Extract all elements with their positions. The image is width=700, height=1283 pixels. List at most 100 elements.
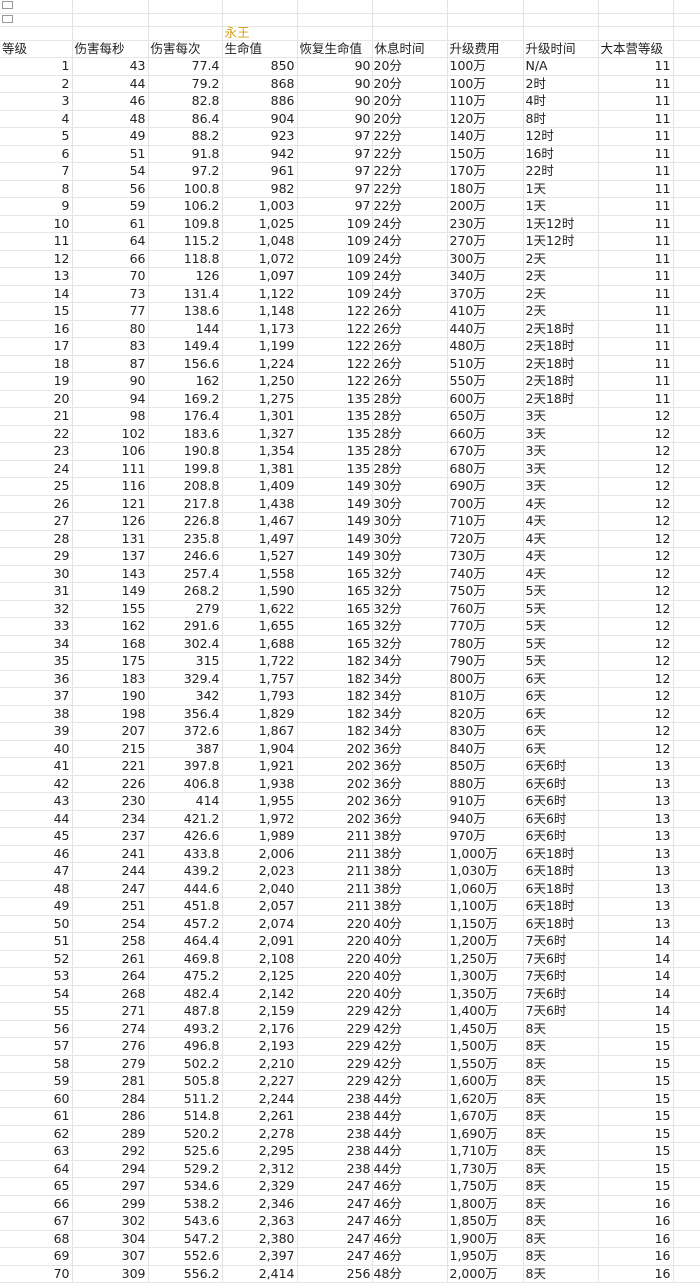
cell-rest-time[interactable]: 46分 <box>372 1195 448 1213</box>
cell-dps[interactable]: 292 <box>72 1142 149 1161</box>
cell-upgrade-time[interactable]: 5天 <box>523 582 599 601</box>
cell-damage-per-hit[interactable]: 387 <box>148 740 223 758</box>
cell-upgrade-time[interactable]: 8天 <box>523 1177 599 1196</box>
cell-damage-per-hit[interactable]: 520.2 <box>148 1125 223 1143</box>
cell-hp[interactable]: 2,159 <box>222 1002 298 1021</box>
cell-regen[interactable]: 182 <box>297 670 373 688</box>
cell-level[interactable]: 48 <box>0 880 73 898</box>
cell-town-hall-level[interactable]: 12 <box>598 530 674 548</box>
cell-damage-per-hit[interactable]: 302.4 <box>148 635 223 653</box>
cell[interactable] <box>673 232 700 251</box>
cell-town-hall-level[interactable]: 15 <box>598 1160 674 1178</box>
cell-hp[interactable]: 2,312 <box>222 1160 298 1178</box>
cell[interactable] <box>673 1195 700 1213</box>
cell-regen[interactable]: 220 <box>297 985 373 1003</box>
cell-rest-time[interactable]: 26分 <box>372 302 448 321</box>
cell-damage-per-hit[interactable]: 279 <box>148 600 223 618</box>
cell-upgrade-time[interactable]: 6天6时 <box>523 757 599 776</box>
cell-rest-time[interactable]: 22分 <box>372 180 448 198</box>
cell-regen[interactable]: 238 <box>297 1125 373 1143</box>
cell-damage-per-hit[interactable]: 226.8 <box>148 512 223 531</box>
cell[interactable] <box>673 1002 700 1021</box>
cell-upgrade-time[interactable]: 16时 <box>523 145 599 163</box>
cell-rest-time[interactable]: 40分 <box>372 932 448 951</box>
cell[interactable] <box>673 1247 700 1266</box>
cell[interactable] <box>673 1142 700 1161</box>
cell-damage-per-hit[interactable]: 118.8 <box>148 250 223 268</box>
cell-dps[interactable]: 234 <box>72 810 149 828</box>
cell-level[interactable]: 18 <box>0 355 73 373</box>
cell-damage-per-hit[interactable]: 514.8 <box>148 1107 223 1126</box>
cell-town-hall-level[interactable]: 12 <box>598 652 674 671</box>
cell-upgrade-cost[interactable]: 410万 <box>447 302 524 321</box>
cell-regen[interactable]: 109 <box>297 267 373 286</box>
cell-dps[interactable]: 149 <box>72 582 149 601</box>
cell-level[interactable]: 20 <box>0 390 73 408</box>
cell-dps[interactable]: 48 <box>72 110 149 128</box>
cell-rest-time[interactable]: 24分 <box>372 285 448 303</box>
cell-rest-time[interactable]: 46分 <box>372 1212 448 1231</box>
cell[interactable] <box>673 372 700 391</box>
cell-rest-time[interactable]: 46分 <box>372 1230 448 1248</box>
cell-dps[interactable]: 70 <box>72 267 149 286</box>
cell-dps[interactable]: 261 <box>72 950 149 968</box>
cell-regen[interactable]: 220 <box>297 915 373 933</box>
cell-regen[interactable]: 247 <box>297 1195 373 1213</box>
cell[interactable] <box>673 950 700 968</box>
cell-dps[interactable]: 307 <box>72 1247 149 1266</box>
cell[interactable] <box>297 0 373 14</box>
cell-regen[interactable]: 149 <box>297 512 373 531</box>
cell-upgrade-cost[interactable]: 840万 <box>447 740 524 758</box>
cell-rest-time[interactable]: 30分 <box>372 512 448 531</box>
cell-dps[interactable]: 284 <box>72 1090 149 1108</box>
cell-upgrade-time[interactable]: 4天 <box>523 495 599 513</box>
cell-upgrade-time[interactable]: 1天12时 <box>523 215 599 233</box>
cell-rest-time[interactable]: 28分 <box>372 407 448 426</box>
cell-level[interactable]: 16 <box>0 320 73 338</box>
cell-hp[interactable]: 1,972 <box>222 810 298 828</box>
cell-upgrade-time[interactable]: 3天 <box>523 477 599 496</box>
cell-damage-per-hit[interactable]: 475.2 <box>148 967 223 986</box>
cell-upgrade-cost[interactable]: 1,000万 <box>447 845 524 863</box>
cell-regen[interactable]: 238 <box>297 1160 373 1178</box>
cell-regen[interactable]: 229 <box>297 1002 373 1021</box>
cell[interactable] <box>148 13 223 27</box>
cell[interactable] <box>673 1072 700 1091</box>
cell-dps[interactable]: 98 <box>72 407 149 426</box>
cell-level[interactable]: 15 <box>0 302 73 321</box>
cell-hp[interactable]: 1,955 <box>222 792 298 811</box>
cell-town-hall-level[interactable]: 12 <box>598 547 674 566</box>
cell-level[interactable]: 66 <box>0 1195 73 1213</box>
cell-dps[interactable]: 111 <box>72 460 149 478</box>
cell-level[interactable]: 6 <box>0 145 73 163</box>
cell[interactable] <box>673 547 700 566</box>
cell-rest-time[interactable]: 22分 <box>372 127 448 146</box>
cell[interactable] <box>673 145 700 163</box>
cell-town-hall-level[interactable]: 11 <box>598 127 674 146</box>
cell-level[interactable]: 53 <box>0 967 73 986</box>
cell[interactable] <box>673 1090 700 1108</box>
cell-regen[interactable]: 149 <box>297 495 373 513</box>
cell-level[interactable]: 35 <box>0 652 73 671</box>
cell[interactable] <box>447 26 524 41</box>
cell-upgrade-cost[interactable]: 730万 <box>447 547 524 566</box>
cell[interactable] <box>673 1107 700 1126</box>
cell-level[interactable]: 30 <box>0 565 73 583</box>
cell-rest-time[interactable]: 36分 <box>372 740 448 758</box>
cell-damage-per-hit[interactable]: 505.8 <box>148 1072 223 1091</box>
cell-upgrade-time[interactable]: 2天18时 <box>523 390 599 408</box>
cell-upgrade-time[interactable]: 8天 <box>523 1160 599 1178</box>
cell-dps[interactable]: 83 <box>72 337 149 356</box>
cell[interactable] <box>673 652 700 671</box>
cell-dps[interactable]: 268 <box>72 985 149 1003</box>
cell[interactable] <box>673 1160 700 1178</box>
cell-dps[interactable]: 294 <box>72 1160 149 1178</box>
cell[interactable] <box>673 337 700 356</box>
cell-hp[interactable]: 1,497 <box>222 530 298 548</box>
header-regen[interactable]: 恢复生命值 <box>297 40 373 58</box>
cell-level[interactable]: 25 <box>0 477 73 496</box>
cell-town-hall-level[interactable]: 11 <box>598 267 674 286</box>
cell-rest-time[interactable]: 44分 <box>372 1160 448 1178</box>
cell[interactable] <box>673 495 700 513</box>
cell-damage-per-hit[interactable]: 100.8 <box>148 180 223 198</box>
